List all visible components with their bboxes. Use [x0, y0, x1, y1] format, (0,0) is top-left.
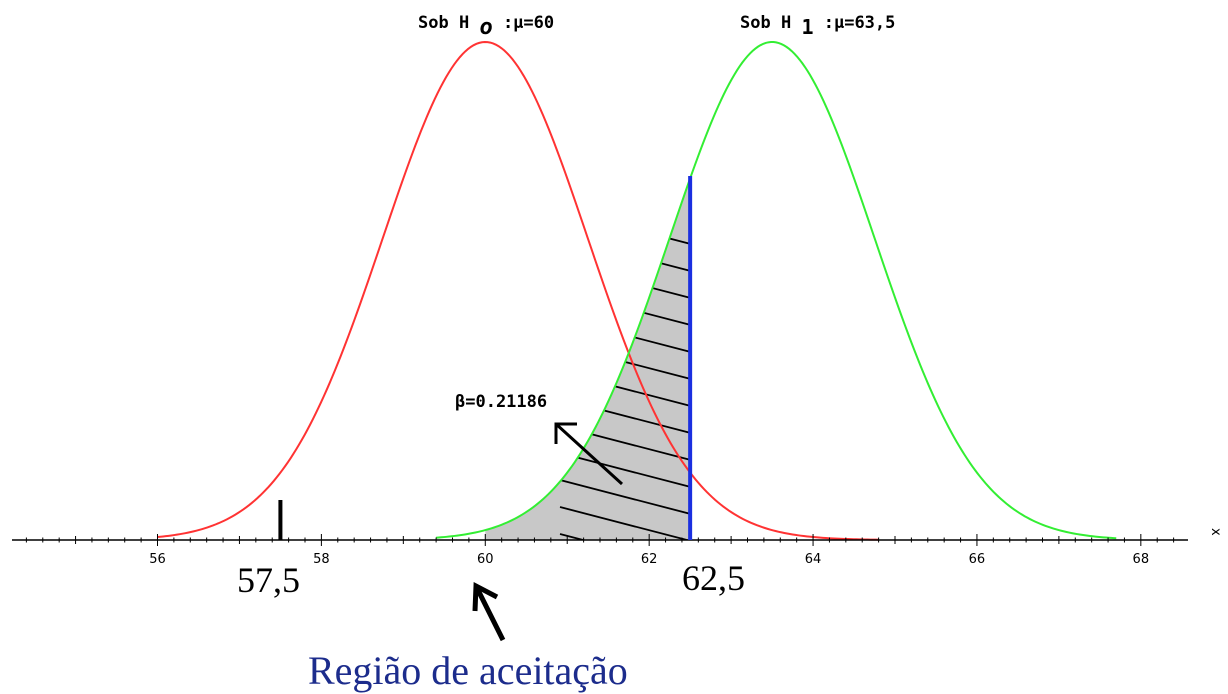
curve-h1 — [436, 41, 1117, 540]
x-tick-label: 58 — [313, 552, 330, 567]
hatch-line — [559, 425, 691, 479]
lower-critical-value-label: 57,5 — [237, 560, 300, 600]
hatch-line — [559, 452, 691, 506]
acceptance-region-arrow — [472, 581, 506, 642]
x-tick-label: 60 — [477, 552, 494, 567]
beta-shaded-area — [485, 178, 691, 540]
x-tick-label: 64 — [805, 552, 822, 567]
hatch-line — [559, 506, 691, 540]
h1-curve-label: Sob H 1 :μ=63,5 — [740, 13, 895, 39]
hatch-line — [559, 479, 691, 533]
beta-annotation: β=0.21186 — [455, 392, 547, 412]
x-tick-label: 68 — [1133, 552, 1150, 567]
x-axis: 56 58 60 62 64 66 68 x — [12, 528, 1223, 567]
upper-critical-value-label: 62,5 — [682, 558, 745, 598]
beta-arrow — [554, 422, 624, 486]
x-tick-label: 62 — [641, 552, 658, 567]
beta-area-fill — [485, 178, 691, 540]
curve-h0 — [157, 41, 879, 541]
hatch-line — [559, 209, 691, 263]
acceptance-region-label: Região de aceitação — [308, 648, 628, 693]
x-axis-label: x — [1208, 528, 1223, 536]
x-tick-label: 56 — [149, 552, 166, 567]
x-tick-label: 66 — [969, 552, 986, 567]
h0-curve-label: Sob H o :μ=60 — [418, 13, 554, 40]
